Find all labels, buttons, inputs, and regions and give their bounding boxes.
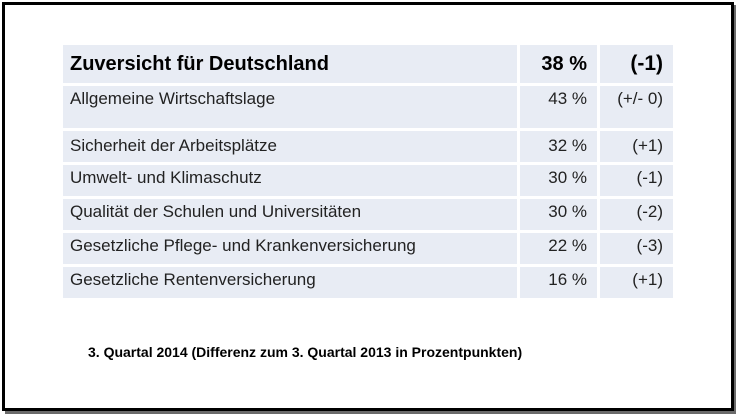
table-row: Umwelt- und Klimaschutz 30 % (-1): [63, 165, 673, 199]
row-diff: (+/- 0): [600, 86, 673, 131]
row-label: Allgemeine Wirtschaftslage: [63, 86, 520, 131]
row-value: 32 %: [520, 131, 600, 165]
table-row: Gesetzliche Pflege- und Krankenversicher…: [63, 233, 673, 267]
footnote: 3. Quartal 2014 (Differenz zum 3. Quarta…: [88, 344, 522, 360]
row-label: Sicherheit der Arbeitsplätze: [63, 131, 520, 165]
table-row: Qualität der Schulen und Universitäten 3…: [63, 199, 673, 233]
table-row: Sicherheit der Arbeitsplätze 32 % (+1): [63, 131, 673, 165]
row-value: 30 %: [520, 199, 600, 233]
row-value: 43 %: [520, 86, 600, 131]
row-label: Umwelt- und Klimaschutz: [63, 165, 520, 199]
row-value: 22 %: [520, 233, 600, 267]
row-label: Gesetzliche Rentenversicherung: [63, 267, 520, 301]
row-label: Qualität der Schulen und Universitäten: [63, 199, 520, 233]
table-row: Allgemeine Wirtschaftslage 43 % (+/- 0): [63, 86, 673, 131]
row-diff: (+1): [600, 131, 673, 165]
survey-table: Zuversicht für Deutschland 38 % (-1) All…: [63, 45, 673, 301]
row-diff: (-3): [600, 233, 673, 267]
row-label: Gesetzliche Pflege- und Krankenversicher…: [63, 233, 520, 267]
table-header-row: Zuversicht für Deutschland 38 % (-1): [63, 45, 673, 86]
header-value: 38 %: [520, 45, 600, 86]
row-value: 30 %: [520, 165, 600, 199]
header-label: Zuversicht für Deutschland: [63, 45, 520, 86]
table-row: Gesetzliche Rentenversicherung 16 % (+1): [63, 267, 673, 301]
row-diff: (+1): [600, 267, 673, 301]
header-diff: (-1): [600, 45, 673, 86]
row-diff: (-1): [600, 165, 673, 199]
row-value: 16 %: [520, 267, 600, 301]
row-diff: (-2): [600, 199, 673, 233]
